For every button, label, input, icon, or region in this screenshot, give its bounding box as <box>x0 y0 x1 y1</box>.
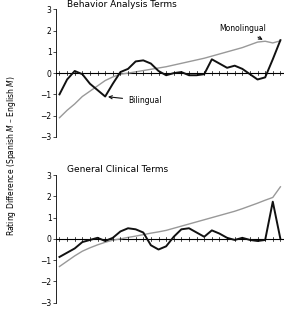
Text: General Clinical Terms: General Clinical Terms <box>67 165 168 174</box>
Text: Behavior Analysis Terms: Behavior Analysis Terms <box>67 0 177 9</box>
Text: Monolingual: Monolingual <box>219 24 266 39</box>
Text: Rating Difference (Spanish $M$ – English $M$): Rating Difference (Spanish $M$ – English… <box>5 76 18 236</box>
Text: Bilingual: Bilingual <box>109 96 161 105</box>
